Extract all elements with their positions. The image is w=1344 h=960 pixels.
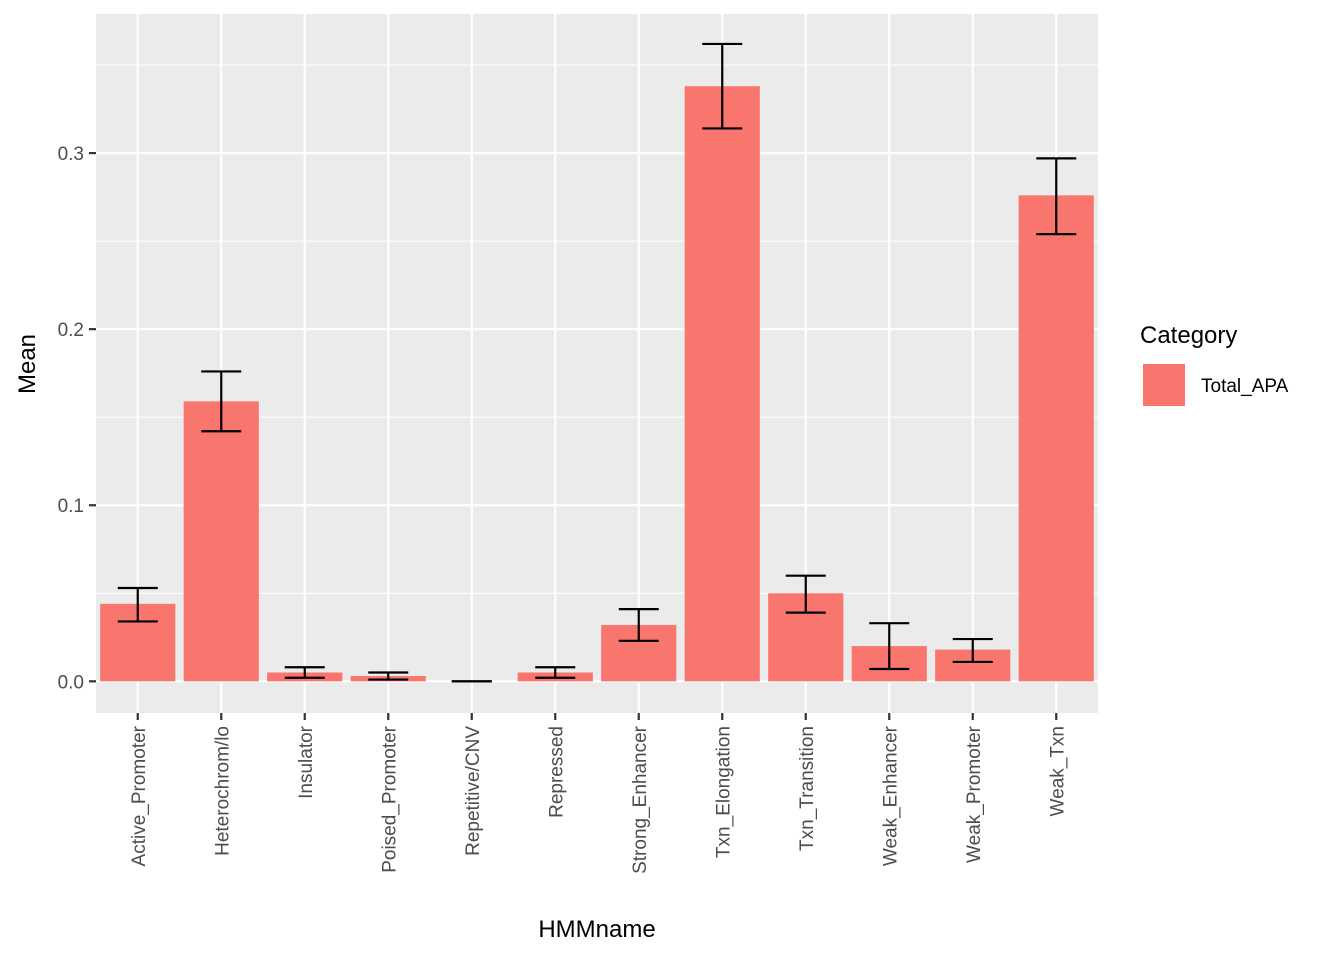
x-tick-label: Repetitive/CNV [463, 726, 484, 856]
x-tick-label: Strong_Enhancer [630, 725, 651, 874]
x-tick-label: Heterochrom/lo [212, 726, 233, 856]
minor-gridlines [96, 64, 1098, 594]
y-axis: 0.0 0.1 0.2 0.3 [58, 144, 96, 693]
bars-layer [100, 86, 1094, 682]
legend-label-total-apa: Total_APA [1201, 376, 1289, 397]
bar [183, 401, 259, 682]
bar [684, 86, 760, 682]
y-tick-label: 0.1 [58, 496, 84, 517]
legend: Category Total_APA [1140, 322, 1289, 406]
legend-swatch-total-apa [1143, 364, 1185, 406]
x-tick-label: Repressed [546, 726, 567, 818]
y-tick-label: 0.2 [58, 320, 84, 341]
x-tick-label: Txn_Transition [797, 726, 818, 851]
legend-title: Category [1140, 322, 1237, 349]
x-tick-label: Poised_Promoter [379, 725, 400, 872]
errorbars-layer [117, 42, 1077, 683]
x-tick-label: Txn_Elongation [713, 726, 734, 858]
x-tick-label: Weak_Enhancer [880, 725, 901, 866]
panel-background [96, 14, 1098, 713]
y-tick-label: 0.0 [58, 672, 84, 693]
x-tick-label: Weak_Txn [1047, 726, 1068, 816]
bar [1018, 195, 1094, 682]
x-axis-title: HMMname [538, 916, 655, 943]
x-tick-label: Weak_Promoter [964, 725, 985, 863]
x-tick-label: Insulator [296, 725, 317, 799]
x-tick-label: Active_Promoter [129, 725, 150, 866]
y-axis-title: Mean [14, 334, 41, 394]
y-tick-label: 0.3 [58, 144, 84, 165]
x-axis: Active_Promoter Heterochrom/lo Insulator Po… [129, 713, 1068, 874]
